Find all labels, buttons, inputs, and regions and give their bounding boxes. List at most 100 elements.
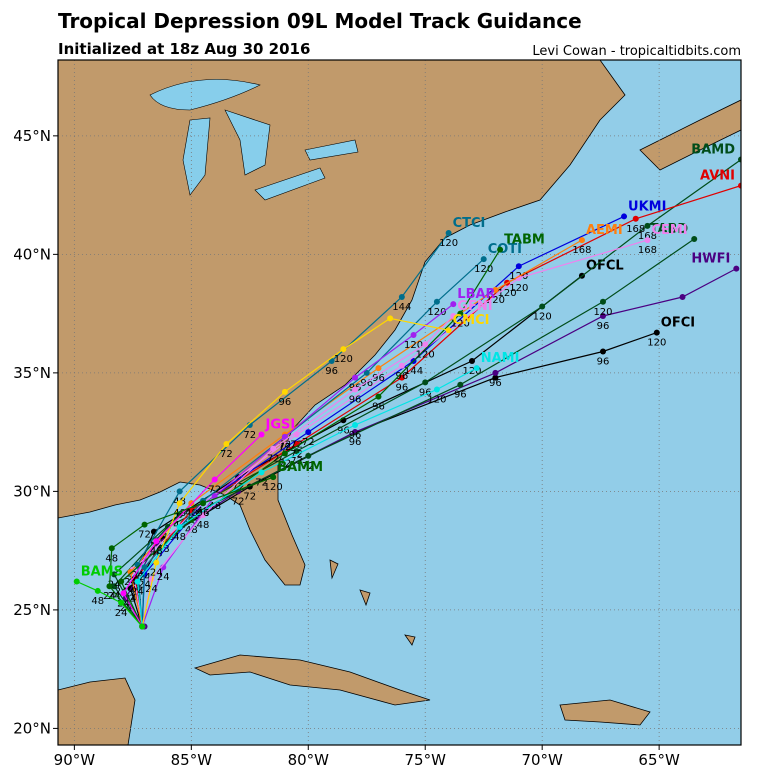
hour-label: 120: [509, 283, 528, 294]
track-point: [118, 599, 125, 606]
model-label: CTCI: [453, 216, 486, 231]
hour-label: 120: [593, 307, 612, 318]
model-label: LBAR: [457, 287, 495, 302]
track-point: [644, 237, 651, 244]
hour-label: 168: [638, 245, 657, 256]
track-point: [281, 388, 288, 395]
model-label: CEMI: [651, 223, 687, 238]
track-point: [73, 578, 80, 585]
y-tick-label: 25°N: [13, 601, 51, 619]
hour-label: 120: [264, 482, 283, 493]
hour-label: 96: [360, 378, 373, 389]
hispaniola: [559, 699, 651, 726]
hour-label: 24: [124, 594, 137, 605]
track-point: [653, 329, 660, 336]
track-point: [644, 222, 651, 229]
x-tick-label: 80°W: [288, 751, 330, 768]
track-point: [141, 521, 148, 528]
track-point: [293, 448, 300, 455]
lake-erie: [254, 167, 326, 201]
track-point: [270, 445, 277, 452]
hour-label: 96: [597, 357, 610, 368]
track-point: [691, 235, 698, 242]
track-point: [120, 590, 127, 597]
model-label: AVNI: [700, 169, 735, 184]
hour-label: 24: [129, 594, 142, 605]
track-point: [433, 386, 440, 393]
track-point: [223, 440, 230, 447]
hour-label: 96: [489, 378, 502, 389]
hour-label: 96: [395, 371, 408, 382]
track-point: [375, 365, 382, 372]
hour-label: 96: [419, 387, 432, 398]
track-point: [492, 374, 499, 381]
model-label: COTI: [488, 242, 522, 257]
hour-label: 72: [255, 477, 268, 488]
hour-label: 96: [395, 383, 408, 394]
hour-label: 72: [243, 492, 256, 503]
hour-label: 48: [91, 596, 104, 607]
track-point: [450, 312, 457, 319]
track-point: [480, 256, 487, 263]
cuba: [193, 654, 431, 706]
track-point: [211, 476, 218, 483]
hour-label: 72: [279, 442, 292, 453]
model-label: OFCL: [586, 259, 624, 274]
track-point: [281, 450, 288, 457]
track-point: [305, 429, 312, 436]
track-point: [457, 381, 464, 388]
hour-label: 24: [145, 584, 158, 595]
track-point: [305, 452, 312, 459]
hour-label: 96: [597, 321, 610, 332]
hour-label: 120: [439, 238, 458, 249]
hour-label: 24: [131, 586, 144, 597]
y-tick-label: 20°N: [13, 719, 51, 737]
track-point: [139, 623, 146, 630]
yucatan: [58, 677, 136, 745]
track-point: [200, 512, 207, 519]
hour-label: 72: [290, 456, 303, 467]
track-point: [176, 488, 183, 495]
subtitle: Initialized at 18z Aug 30 2016: [58, 40, 310, 58]
hour-label: 72: [302, 437, 315, 448]
hour-label: 24: [129, 584, 142, 595]
hour-label: 96: [197, 508, 210, 519]
track-point: [106, 583, 113, 590]
track-point: [445, 327, 452, 334]
hour-label: 96: [349, 430, 362, 441]
track-point: [621, 213, 628, 220]
hour-label: 48: [150, 546, 163, 557]
track-line: [76, 580, 143, 627]
hour-label: 24: [131, 570, 144, 581]
hour-label: 72: [279, 442, 292, 453]
bahamas: [329, 559, 416, 646]
y-tick-label: 45°N: [13, 127, 51, 145]
hour-label: 144: [392, 302, 411, 313]
hour-label: 96: [279, 397, 292, 408]
hour-label: 24: [150, 567, 163, 578]
model-label: TABD: [650, 222, 689, 237]
hour-label: 48: [105, 553, 118, 564]
hour-label: 24: [138, 579, 151, 590]
model-label: HWFI: [691, 252, 730, 267]
track-point: [387, 315, 394, 322]
model-label: UKMI: [628, 199, 666, 214]
track-line: [108, 476, 274, 627]
hour-label: 48: [173, 508, 186, 519]
track-point: [352, 422, 359, 429]
track-point: [679, 294, 686, 301]
hour-label: 72: [267, 454, 280, 465]
lake-michigan: [182, 117, 211, 196]
hour-label: 120: [427, 394, 446, 405]
hour-label: 72: [279, 458, 292, 469]
track-point: [450, 301, 457, 308]
hour-label: 96: [454, 390, 467, 401]
model-label: GFNI: [457, 299, 492, 314]
track-point: [497, 246, 504, 253]
x-tick-label: 75°W: [405, 751, 447, 768]
x-tick-label: 65°W: [638, 751, 680, 768]
hour-label: 96: [372, 373, 385, 384]
hour-label: 72: [302, 461, 315, 472]
north-america: [58, 60, 626, 586]
